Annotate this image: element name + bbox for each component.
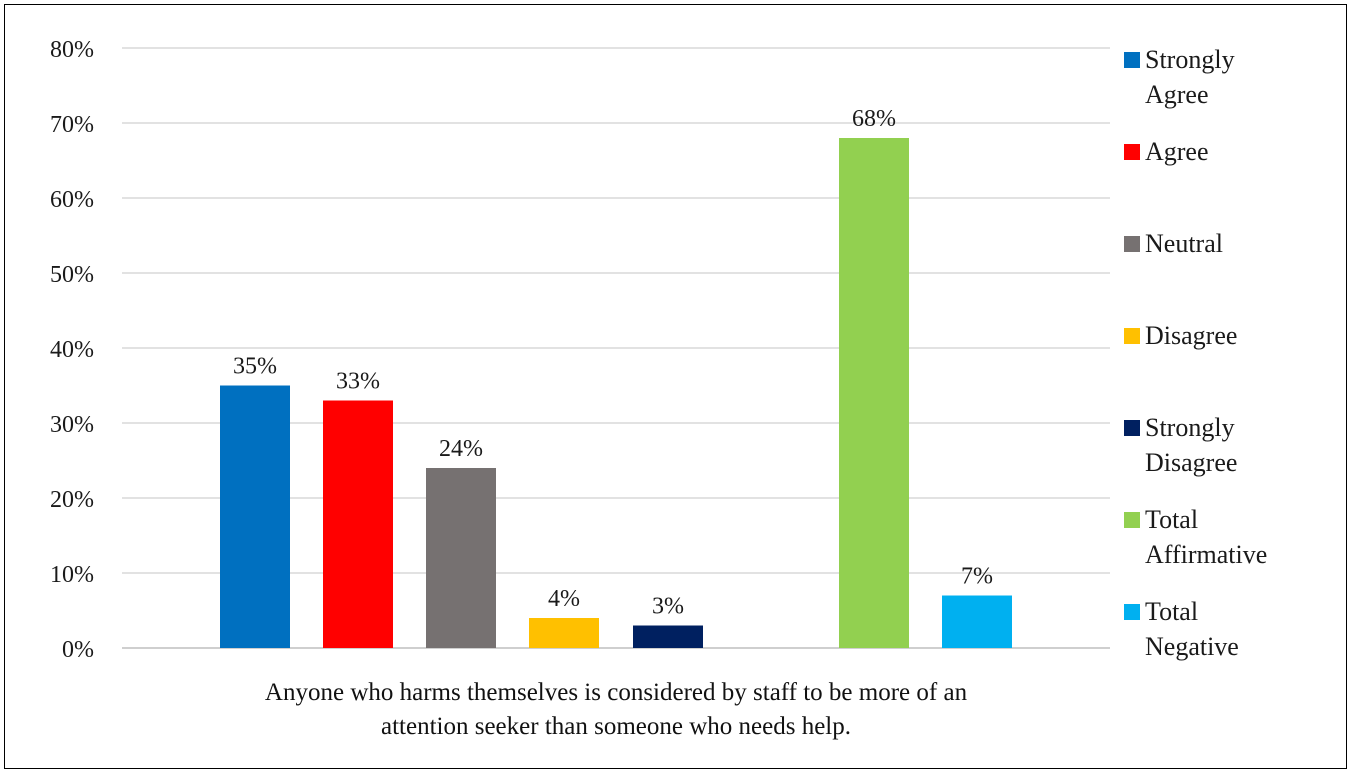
legend-swatch: [1124, 512, 1140, 528]
data-label: 68%: [852, 106, 896, 132]
data-label: 24%: [439, 436, 483, 462]
data-label: 33%: [336, 369, 380, 395]
legend-item: Total Affirmative: [1124, 505, 1267, 569]
legend-label: Strongly: [1145, 413, 1235, 442]
data-label: 7%: [961, 564, 993, 590]
legend-item: Strongly Agree: [1124, 45, 1235, 109]
y-tick-label: 40%: [50, 337, 94, 363]
bar: [839, 138, 909, 648]
legend-item: Total Negative: [1124, 597, 1239, 661]
bar: [942, 595, 1012, 648]
data-labels: 35% 33% 24% 4% 3% 68% 7%: [233, 106, 993, 620]
legend-item: Disagree: [1124, 321, 1237, 350]
legend: StronglyAgreeAgreeNeutralDisagreeStrongl…: [1124, 45, 1267, 661]
legend-label: Negative: [1145, 632, 1239, 661]
legend-label: Total: [1145, 597, 1198, 626]
legend-swatch: [1124, 328, 1140, 344]
bar: [323, 400, 393, 648]
legend-item: Strongly Disagree: [1124, 413, 1237, 477]
y-tick-label: 0%: [62, 637, 94, 663]
data-label: 3%: [652, 594, 684, 620]
legend-label: Total: [1145, 505, 1198, 534]
legend-label: Agree: [1145, 80, 1209, 109]
bars: [220, 138, 1012, 648]
legend-swatch: [1124, 420, 1140, 436]
y-tick-label: 20%: [50, 487, 94, 513]
y-tick-label: 80%: [50, 37, 94, 63]
bar: [633, 625, 703, 648]
y-tick-label: 60%: [50, 187, 94, 213]
legend-label: Neutral: [1145, 229, 1223, 258]
legend-swatch: [1124, 144, 1140, 160]
y-tick-label: 70%: [50, 112, 94, 138]
legend-item: Agree: [1124, 137, 1209, 166]
legend-item: Neutral: [1124, 229, 1223, 258]
legend-swatch: [1124, 236, 1140, 252]
bar: [529, 618, 599, 648]
legend-swatch: [1124, 52, 1140, 68]
data-label: 35%: [233, 354, 277, 380]
bar: [220, 385, 290, 648]
x-axis-label-line-2: attention seeker than someone who needs …: [381, 713, 851, 740]
y-tick-label: 50%: [50, 262, 94, 288]
legend-label: Disagree: [1145, 321, 1237, 350]
y-tick-label: 10%: [50, 562, 94, 588]
y-tick-label: 30%: [50, 412, 94, 438]
y-axis-ticks: 0% 10% 20% 30% 40% 50% 60% 70% 80%: [50, 37, 94, 663]
legend-label: Disagree: [1145, 448, 1237, 477]
legend-label: Strongly: [1145, 45, 1235, 74]
legend-swatch: [1124, 604, 1140, 620]
legend-label: Agree: [1145, 137, 1209, 166]
legend-label: Affirmative: [1145, 540, 1267, 569]
x-axis-label-line-1: Anyone who harms themselves is considere…: [265, 679, 968, 706]
data-label: 4%: [548, 586, 580, 612]
bar: [426, 468, 496, 648]
